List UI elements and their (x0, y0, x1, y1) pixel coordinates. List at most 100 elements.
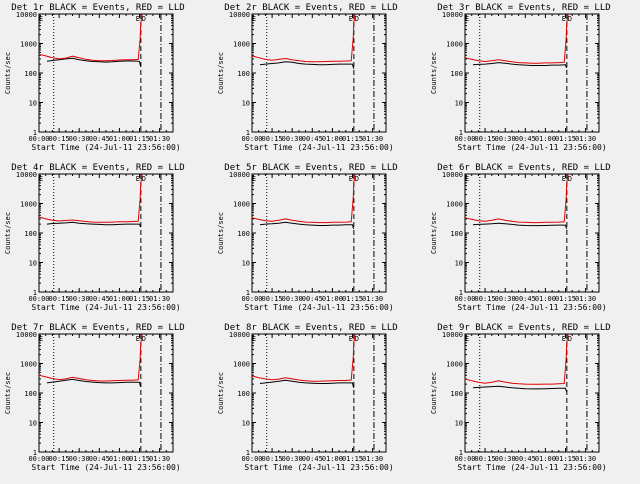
x-tick-label: 00:00 (454, 455, 475, 463)
panel-title: Det 6r BLACK = Events, RED = LLD (437, 163, 610, 173)
x-tick-label: 01:00 (322, 295, 343, 303)
x-tick-label: 01:30 (575, 455, 596, 463)
x-tick-label: 00:45 (89, 135, 110, 143)
y-axis-label: Counts/sec (217, 212, 225, 254)
x-tick-label: 01:00 (109, 295, 130, 303)
plot-frame (251, 173, 387, 293)
y-tick-label: 1 (459, 289, 463, 297)
y-axis-label: Counts/sec (4, 212, 12, 254)
flag-label: E (465, 175, 469, 183)
y-tick-label: 10000 (16, 11, 37, 19)
panel-title: Det 3r BLACK = Events, RED = LLD (437, 3, 610, 13)
x-tick-label: 00:15 (262, 295, 283, 303)
plot-frame (38, 13, 174, 133)
panel-2: Det 2r BLACK = Events, RED = LLD 1 10 100 10… (217, 3, 398, 152)
panel-title: Det 5r BLACK = Events, RED = LLD (224, 163, 397, 173)
y-axis-label: Counts/sec (217, 52, 225, 94)
y-tick-label: 1 (33, 129, 37, 137)
x-tick-label: 01:00 (109, 455, 130, 463)
y-tick-label: 100 (237, 390, 250, 398)
x-tick-label: 01:30 (149, 455, 170, 463)
x-tick-label: 01:00 (535, 455, 556, 463)
y-tick-label: 100 (24, 230, 37, 238)
x-tick-label: 00:30 (69, 295, 90, 303)
x-tick-label: 01:00 (109, 135, 130, 143)
y-axis-label: Counts/sec (430, 52, 438, 94)
y-tick-label: 100 (237, 230, 250, 238)
x-tick-label: 00:00 (241, 295, 262, 303)
x-tick-label: 00:30 (69, 455, 90, 463)
flag-label: E (252, 15, 256, 23)
x-tick-label: 01:30 (362, 135, 383, 143)
x-tick-label: 00:00 (241, 455, 262, 463)
flag-label: E (39, 335, 43, 343)
x-tick-label: 00:45 (302, 455, 323, 463)
events-series-line (472, 385, 568, 393)
x-tick-label: 01:30 (575, 135, 596, 143)
y-tick-label: 1 (459, 129, 463, 137)
x-tick-label: 00:15 (49, 455, 70, 463)
y-tick-label: 10 (455, 420, 463, 428)
x-tick-label: 00:30 (495, 455, 516, 463)
events-series-line (46, 57, 142, 67)
panel-title: Det 8r BLACK = Events, RED = LLD (224, 323, 397, 333)
events-series-line (259, 379, 355, 388)
lld-series-line (38, 333, 143, 382)
y-tick-label: 1000 (446, 201, 463, 209)
flag-label: E (136, 335, 140, 343)
y-tick-label: 10 (455, 100, 463, 108)
events-series-line (259, 221, 355, 229)
panel-1: Det 1r BLACK = Events, RED = LLD 1 10 100 10… (4, 3, 185, 152)
y-tick-label: 10 (455, 260, 463, 268)
panel-6: Det 6r BLACK = Events, RED = LLD 1 10 100 10… (430, 163, 611, 312)
flag-label: E (349, 15, 353, 23)
y-axis-label: Counts/sec (217, 372, 225, 414)
plot-frame (464, 333, 600, 453)
x-tick-label: 00:30 (69, 135, 90, 143)
y-tick-label: 1000 (20, 201, 37, 209)
x-tick-label: 01:15 (129, 295, 150, 303)
plot-frame (38, 173, 174, 293)
x-tick-label: 01:15 (342, 135, 363, 143)
x-tick-label: 00:45 (515, 295, 536, 303)
flag-label: D (355, 175, 359, 183)
x-tick-label: 00:30 (282, 455, 303, 463)
flag-label: E (562, 175, 566, 183)
flag-label: E (349, 335, 353, 343)
lld-series-line (38, 13, 143, 62)
panel-title: Det 1r BLACK = Events, RED = LLD (11, 3, 184, 13)
y-tick-label: 10000 (16, 331, 37, 339)
y-tick-label: 100 (450, 70, 463, 78)
flag-label: E (136, 15, 140, 23)
x-axis-label: Start Time (24-Jul-11 23:56:00) (457, 143, 606, 152)
x-axis-label: Start Time (24-Jul-11 23:56:00) (31, 463, 180, 472)
events-series-line (472, 222, 568, 229)
y-tick-label: 10 (242, 420, 250, 428)
panel-title: Det 2r BLACK = Events, RED = LLD (224, 3, 397, 13)
x-tick-label: 00:15 (262, 455, 283, 463)
y-tick-label: 1000 (233, 361, 250, 369)
x-tick-label: 01:00 (535, 135, 556, 143)
x-tick-label: 00:00 (241, 135, 262, 143)
x-tick-label: 01:15 (555, 135, 576, 143)
y-tick-label: 1 (246, 289, 250, 297)
x-axis-label: Start Time (24-Jul-11 23:56:00) (244, 463, 393, 472)
y-tick-label: 10 (29, 260, 37, 268)
x-tick-label: 01:30 (149, 295, 170, 303)
x-tick-label: 00:45 (302, 295, 323, 303)
plot-frame (38, 333, 174, 453)
x-tick-label: 01:15 (342, 455, 363, 463)
x-axis-label: Start Time (24-Jul-11 23:56:00) (31, 143, 180, 152)
panel-7: Det 7r BLACK = Events, RED = LLD 1 10 100 10… (4, 323, 185, 472)
panel-3: Det 3r BLACK = Events, RED = LLD 1 10 100 10… (430, 3, 611, 152)
flag-label: D (142, 175, 146, 183)
events-series-line (259, 61, 355, 69)
x-tick-label: 00:00 (28, 295, 49, 303)
flag-label: E (349, 175, 353, 183)
y-tick-label: 10 (242, 260, 250, 268)
x-tick-label: 01:15 (555, 455, 576, 463)
x-tick-label: 00:45 (89, 455, 110, 463)
y-tick-label: 100 (237, 70, 250, 78)
